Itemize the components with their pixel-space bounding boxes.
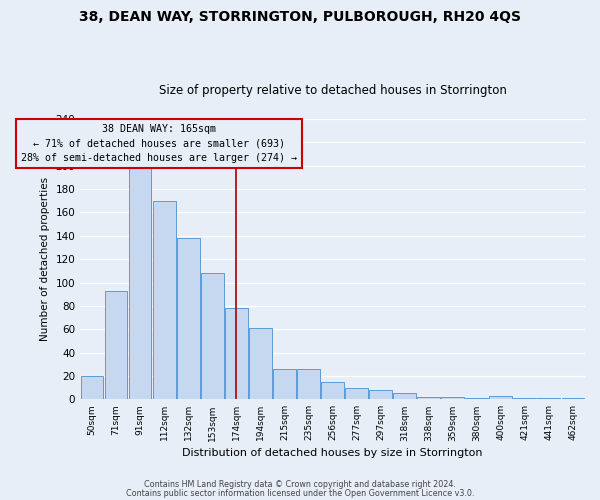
Title: Size of property relative to detached houses in Storrington: Size of property relative to detached ho… [158, 84, 506, 97]
Bar [152, 201, 176, 400]
Bar [128, 164, 151, 400]
Bar [441, 397, 464, 400]
Bar [225, 308, 248, 400]
Bar [201, 273, 224, 400]
Bar [490, 396, 512, 400]
Bar [80, 376, 103, 400]
Bar [466, 398, 488, 400]
Text: Contains public sector information licensed under the Open Government Licence v3: Contains public sector information licen… [126, 488, 474, 498]
Bar [417, 397, 440, 400]
Bar [393, 394, 416, 400]
Y-axis label: Number of detached properties: Number of detached properties [40, 177, 50, 341]
Bar [562, 398, 584, 400]
Bar [514, 398, 536, 400]
Bar [249, 328, 272, 400]
Text: 38 DEAN WAY: 165sqm
← 71% of detached houses are smaller (693)
28% of semi-detac: 38 DEAN WAY: 165sqm ← 71% of detached ho… [21, 124, 297, 164]
Bar [538, 398, 560, 400]
Bar [104, 290, 127, 400]
Bar [297, 369, 320, 400]
Bar [177, 238, 200, 400]
Bar [273, 369, 296, 400]
X-axis label: Distribution of detached houses by size in Storrington: Distribution of detached houses by size … [182, 448, 483, 458]
Bar [369, 390, 392, 400]
Text: 38, DEAN WAY, STORRINGTON, PULBOROUGH, RH20 4QS: 38, DEAN WAY, STORRINGTON, PULBOROUGH, R… [79, 10, 521, 24]
Text: Contains HM Land Registry data © Crown copyright and database right 2024.: Contains HM Land Registry data © Crown c… [144, 480, 456, 489]
Bar [321, 382, 344, 400]
Bar [345, 388, 368, 400]
